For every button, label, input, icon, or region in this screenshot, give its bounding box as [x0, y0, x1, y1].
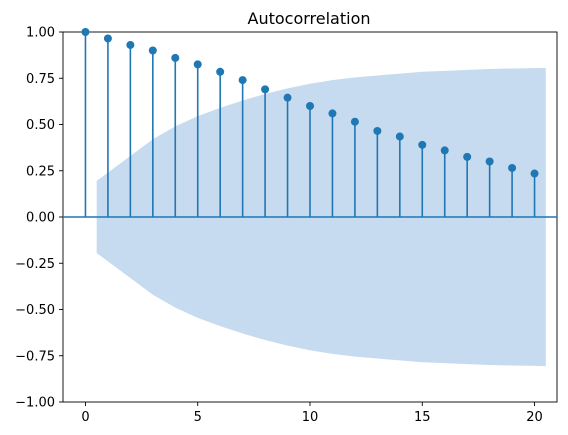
- y-tick-label: −0.75: [15, 349, 55, 364]
- acf-point: [306, 102, 314, 110]
- acf-point: [171, 53, 180, 62]
- acf-point: [440, 146, 449, 155]
- acf-point: [283, 93, 292, 102]
- acf-point: [216, 67, 225, 76]
- y-tick-label: 0.00: [26, 211, 55, 226]
- acf-point: [373, 126, 382, 135]
- acf-point: [508, 163, 517, 172]
- acf-point: [238, 76, 247, 85]
- acf-point: [81, 28, 90, 36]
- y-tick-label: −1.00: [15, 396, 55, 411]
- acf-point: [530, 169, 539, 178]
- y-tick-label: 0.25: [26, 164, 55, 179]
- x-tick-label: 0: [81, 410, 89, 425]
- y-tick-label: 0.50: [26, 118, 55, 133]
- y-tick-label: 0.75: [26, 72, 55, 87]
- y-tick-label: 1.00: [26, 26, 55, 41]
- acf-point: [126, 40, 135, 49]
- acf-point: [193, 60, 202, 69]
- x-tick-label: 15: [414, 410, 431, 425]
- acf-point: [148, 46, 157, 55]
- acf-point: [418, 140, 427, 149]
- stems-layer: [63, 28, 557, 218]
- x-tick-label: 20: [526, 410, 543, 425]
- acf-point: [463, 152, 472, 161]
- x-tick-label: 10: [302, 410, 319, 425]
- acf-point: [395, 132, 404, 141]
- x-tick-label: 5: [194, 410, 202, 425]
- y-tick-label: −0.50: [15, 303, 55, 318]
- acf-point: [261, 85, 270, 94]
- acf-point: [103, 34, 112, 43]
- acf-point: [485, 157, 494, 166]
- y-tick-label: −0.25: [15, 257, 55, 272]
- ticks-layer: 0 5 10 15 20 −1.00 −0.75 −0.50 −0.25 0.00 0.25 0.50…: [15, 26, 543, 426]
- chart-title: Autocorrelation: [248, 9, 371, 28]
- acf-point: [328, 109, 337, 118]
- acf-point: [350, 117, 359, 126]
